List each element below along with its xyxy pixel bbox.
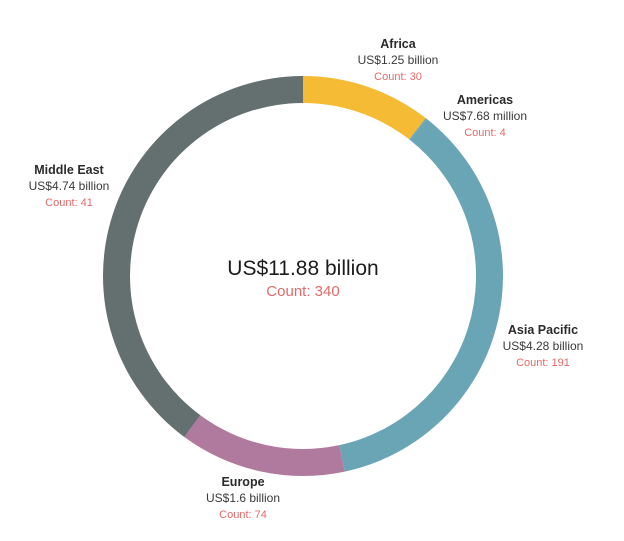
slice-middle-east[interactable] [103, 76, 304, 437]
slice-label-americas: Americas US$7.68 million Count: 4 [443, 93, 527, 139]
slice-count-label: Count: 74 [219, 509, 267, 521]
slice-africa[interactable] [303, 76, 426, 140]
slice-value-label: US$7.68 million [443, 109, 527, 123]
slice-americas[interactable] [409, 118, 427, 141]
slice-value-label: US$4.74 billion [29, 179, 110, 193]
slice-value-label: US$1.6 billion [206, 491, 280, 505]
center-label: US$11.88 billion Count: 340 [227, 257, 378, 300]
slice-name-label: Americas [457, 93, 513, 107]
slice-name-label: Africa [380, 37, 416, 51]
center-count-label: Count: 340 [266, 283, 339, 300]
slice-asia-pacific[interactable] [339, 118, 503, 472]
labels-layer: Africa US$1.25 billion Count: 30 Americas US… [29, 37, 584, 521]
slice-label-africa: Africa US$1.25 billion Count: 30 [358, 37, 439, 83]
slice-label-middle-east: Middle East US$4.74 billion Count: 41 [29, 163, 110, 209]
slice-count-label: Count: 30 [374, 71, 422, 83]
slice-name-label: Middle East [34, 163, 104, 177]
slices-layer [103, 76, 503, 476]
slice-label-asia-pacific: Asia Pacific US$4.28 billion Count: 191 [503, 323, 584, 369]
center-total-label: US$11.88 billion [227, 257, 378, 280]
slice-value-label: US$4.28 billion [503, 339, 584, 353]
slice-europe[interactable] [184, 415, 345, 476]
slice-name-label: Asia Pacific [508, 323, 578, 337]
slice-count-label: Count: 41 [45, 197, 93, 209]
slice-label-europe: Europe US$1.6 billion Count: 74 [206, 475, 280, 521]
slice-value-label: US$1.25 billion [358, 53, 439, 67]
slice-count-label: Count: 191 [516, 357, 570, 369]
slice-name-label: Europe [221, 475, 264, 489]
slice-count-label: Count: 4 [464, 127, 506, 139]
